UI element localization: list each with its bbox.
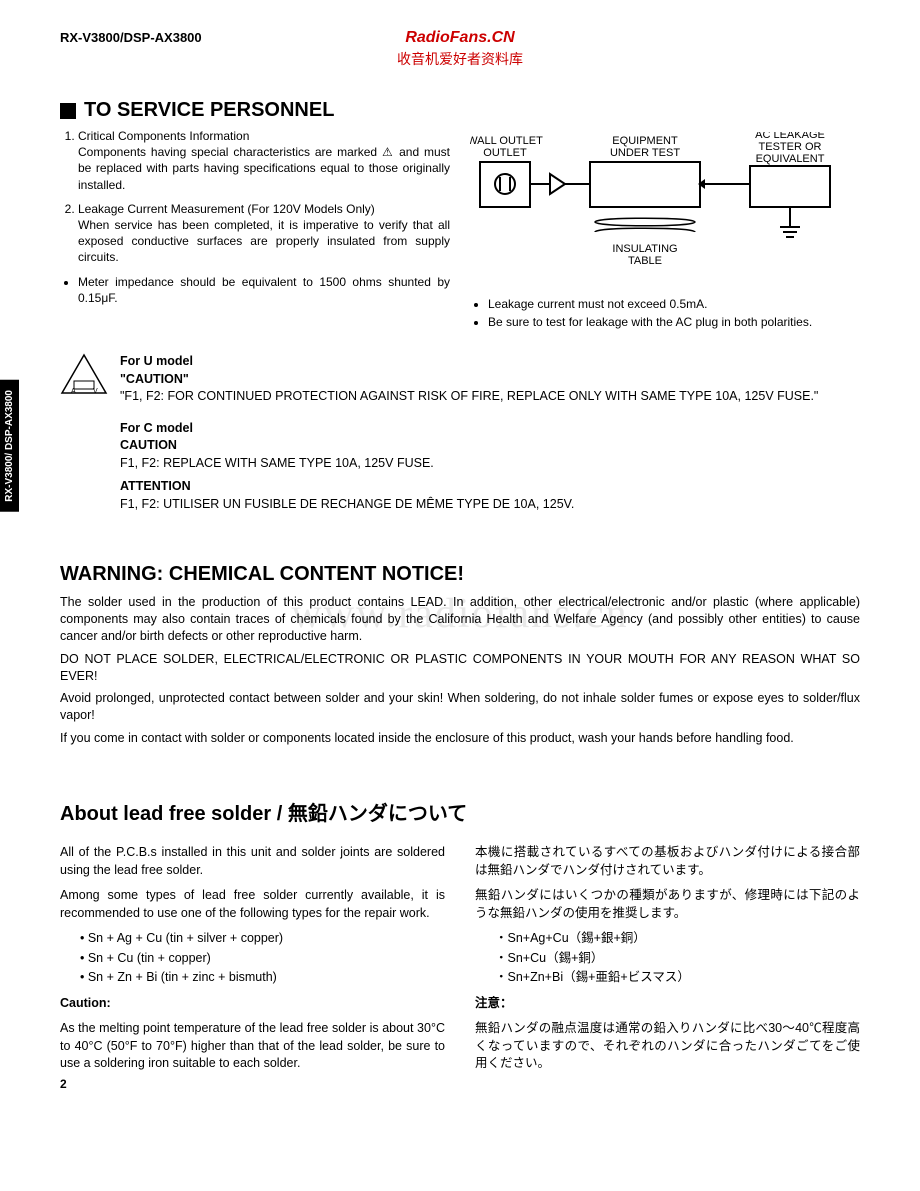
warning-p3: Avoid prolonged, unprotected contact bet…: [60, 690, 860, 724]
lf-jp-p1: 本機に搭載されているすべての基板およびハンダ付けによる接合部は無鉛ハンダでハンダ…: [475, 844, 860, 879]
leakage-diagram: WALL OUTLET OUTLET EQUIPMENT UNDER TEST …: [470, 132, 860, 285]
svg-text:V: V: [93, 388, 98, 395]
c-model-head: For C model: [120, 421, 193, 435]
u-caution-text: "F1, F2: FOR CONTINUED PROTECTION AGAINS…: [120, 388, 818, 406]
bullet-leakage: Leakage current must not exceed 0.5mA.: [488, 297, 860, 311]
svg-text:A: A: [71, 388, 76, 395]
lf-en-p1: All of the P.C.B.s installed in this uni…: [60, 844, 445, 879]
page-number: 2: [60, 1077, 67, 1091]
list-item-2: Leakage Current Measurement (For 120V Mo…: [78, 201, 450, 266]
warning-p2: DO NOT PLACE SOLDER, ELECTRICAL/ELECTRON…: [60, 651, 860, 685]
warning-triangle-icon: A V: [60, 353, 108, 513]
site-tagline: 收音机爱好者资料库: [60, 49, 860, 69]
warning-title: WARNING: CHEMICAL CONTENT NOTICE!: [60, 563, 860, 586]
svg-text:TESTER OR: TESTER OR: [759, 141, 822, 153]
lf-en-b1: • Sn + Ag + Cu (tin + silver + copper): [80, 930, 445, 948]
svg-text:UNDER TEST: UNDER TEST: [610, 147, 680, 159]
svg-text:EQUIVALENT: EQUIVALENT: [756, 153, 825, 165]
u-model-head: For U model: [120, 354, 193, 368]
side-tab: RX-V3800/ DSP-AX3800: [0, 380, 19, 512]
leadfree-title: About lead free solder / 無鉛ハンダについて: [60, 797, 860, 826]
section-title-text: TO SERVICE PERSONNEL: [84, 99, 334, 122]
u-caution-label: "CAUTION": [120, 372, 189, 386]
c-caution-text2: F1, F2: UTILISER UN FUSIBLE DE RECHANGE …: [120, 496, 818, 514]
svg-text:AC LEAKAGE: AC LEAKAGE: [755, 132, 825, 141]
warning-p4: If you come in contact with solder or co…: [60, 730, 860, 747]
bullet-polarity: Be sure to test for leakage with the AC …: [488, 315, 860, 329]
bullet-meter: Meter impedance should be equivalent to …: [78, 274, 450, 306]
c-attention-label: ATTENTION: [120, 479, 191, 493]
lf-jp-p2: 無鉛ハンダにはいくつかの種類がありますが、修理時には下記のような無鉛ハンダの使用…: [475, 887, 860, 922]
lf-en-caution-text: As the melting point temperature of the …: [60, 1020, 445, 1073]
list-item-1: Critical Components Information Componen…: [78, 128, 450, 193]
warning-p1: The solder used in the production of thi…: [60, 594, 860, 645]
svg-text:INSULATING: INSULATING: [612, 243, 677, 255]
svg-text:TABLE: TABLE: [628, 255, 662, 267]
lf-en-b3: • Sn + Zn + Bi (tin + zinc + bismuth): [80, 969, 445, 987]
lf-jp-caution-head: 注意：: [475, 996, 513, 1010]
lf-jp-b1: ・Sn+Ag+Cu（錫+銀+銅）: [495, 930, 860, 948]
lf-en-p2: Among some types of lead free solder cur…: [60, 887, 445, 922]
svg-text:EQUIPMENT: EQUIPMENT: [612, 135, 678, 147]
lf-jp-b3: ・Sn+Zn+Bi（錫+亜鉛+ビスマス）: [495, 969, 860, 987]
section-service-title: TO SERVICE PERSONNEL: [60, 99, 860, 122]
label-wall: WALL OUTLET: [470, 135, 543, 147]
square-icon: [60, 103, 76, 119]
lf-jp-b2: ・Sn+Cu（錫+銅）: [495, 950, 860, 968]
c-caution-text1: F1, F2: REPLACE WITH SAME TYPE 10A, 125V…: [120, 455, 818, 473]
svg-text:OUTLET: OUTLET: [483, 147, 527, 159]
c-caution-label: CAUTION: [120, 438, 177, 452]
lf-en-caution-head: Caution:: [60, 996, 111, 1010]
lf-en-b2: • Sn + Cu (tin + copper): [80, 950, 445, 968]
lf-jp-caution-text: 無鉛ハンダの融点温度は通常の鉛入りハンダに比べ30〜40℃程度高くなっていますの…: [475, 1020, 860, 1073]
